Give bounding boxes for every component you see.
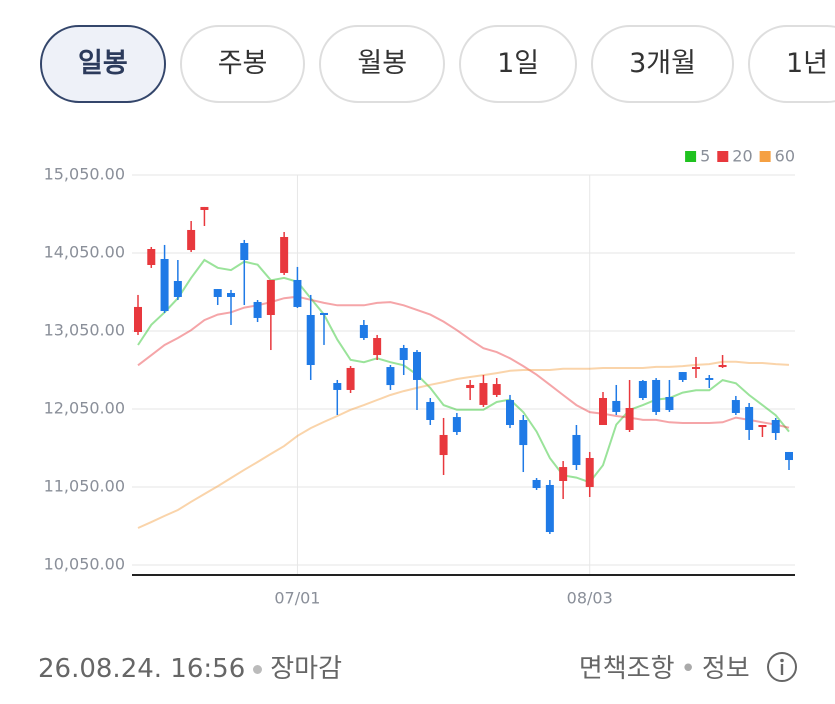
timestamp: 26.08.24. 16:56 <box>38 654 246 684</box>
candle-body <box>373 338 382 356</box>
status-line: 26.08.24. 16:56 장마감 <box>38 648 342 685</box>
candle-body <box>665 396 674 411</box>
candle-body <box>253 301 262 318</box>
candle-body <box>771 419 780 434</box>
x-tick-label: 07/01 <box>274 589 320 608</box>
candle-body <box>173 280 182 297</box>
links: 면책조항 • 정보 <box>579 648 798 685</box>
candle-body <box>413 351 421 380</box>
candle-body <box>426 401 435 420</box>
candle-body <box>731 400 740 413</box>
candle-body <box>625 407 634 430</box>
legend-swatch <box>717 151 729 162</box>
candle-body <box>506 400 514 425</box>
candle-body <box>519 419 528 446</box>
moving-average-line <box>137 295 790 429</box>
footer: 26.08.24. 16:56 장마감 면책조항 • 정보 <box>38 640 798 688</box>
candle-body <box>386 367 395 386</box>
candle-body <box>227 293 235 297</box>
candle-body <box>280 236 289 273</box>
candle-body <box>559 467 568 482</box>
candle-body <box>492 384 501 395</box>
period-tab[interactable]: 1년 <box>747 25 835 103</box>
candle-body <box>240 243 249 261</box>
candle-body <box>346 367 355 390</box>
candle-body <box>399 347 408 361</box>
moving-average-line <box>137 258 790 484</box>
candle-body <box>785 451 793 461</box>
candle-body <box>585 457 594 488</box>
legend-label: 5 <box>700 147 710 166</box>
candle-body <box>200 206 209 211</box>
candle-body <box>705 378 714 380</box>
candle-body <box>320 312 328 316</box>
legend-label: 20 <box>732 147 752 166</box>
candle-body <box>187 229 196 251</box>
candle-body <box>545 484 554 533</box>
info-link[interactable]: 정보 <box>701 654 750 684</box>
candle-body <box>758 424 767 428</box>
candle-body <box>466 384 475 389</box>
candle-body <box>452 417 461 433</box>
y-tick-label: 10,050.00 <box>44 555 125 574</box>
candle-body <box>160 258 169 312</box>
separator-dot <box>253 665 263 674</box>
info-icon[interactable] <box>766 651 798 683</box>
candle-body <box>479 383 488 405</box>
candle-body <box>439 434 448 456</box>
period-tab[interactable]: 월봉 <box>319 25 446 103</box>
period-tabs: 일봉주봉월봉1일3개월1년3 <box>40 25 835 105</box>
candle-body <box>532 479 541 489</box>
candle-body <box>213 289 222 297</box>
candle-body <box>306 315 315 366</box>
y-tick-label: 12,050.00 <box>44 399 125 418</box>
disclaimer-link[interactable]: 면책조항 <box>578 654 675 684</box>
period-tab[interactable]: 1일 <box>459 25 578 103</box>
candle-body <box>266 279 275 316</box>
candle-body <box>678 372 687 380</box>
moving-average-line <box>137 360 790 529</box>
period-tab[interactable]: 일봉 <box>40 25 166 103</box>
x-tick-label: 08/03 <box>567 589 613 608</box>
legend-label: 60 <box>775 147 795 166</box>
candle-body <box>692 367 700 369</box>
separator: • <box>680 654 696 684</box>
y-tick-label: 15,050.00 <box>44 164 125 183</box>
candle-body <box>359 324 368 339</box>
candle-body <box>718 365 727 368</box>
chart: 10,050.00 11,050.00 12,050.00 13,050.00 14,0… <box>44 147 795 608</box>
candle-body <box>147 249 156 265</box>
y-tick-label: 13,050.00 <box>44 320 125 339</box>
candle-body <box>652 379 661 412</box>
candle-body <box>333 383 342 390</box>
market-status: 장마감 <box>270 654 343 684</box>
legend-swatch <box>685 151 697 162</box>
y-tick-label: 11,050.00 <box>44 477 125 496</box>
candle-body <box>745 406 754 430</box>
y-tick-label: 14,050.00 <box>44 242 125 261</box>
candle-body <box>612 400 621 412</box>
legend-swatch <box>759 151 771 162</box>
candle-body <box>572 434 581 466</box>
candle-body <box>134 306 142 333</box>
period-tab[interactable]: 3개월 <box>591 25 734 103</box>
period-tab[interactable]: 주봉 <box>179 25 306 103</box>
candle-body <box>293 279 302 307</box>
candle-body <box>638 380 647 399</box>
candle-body <box>599 398 607 425</box>
